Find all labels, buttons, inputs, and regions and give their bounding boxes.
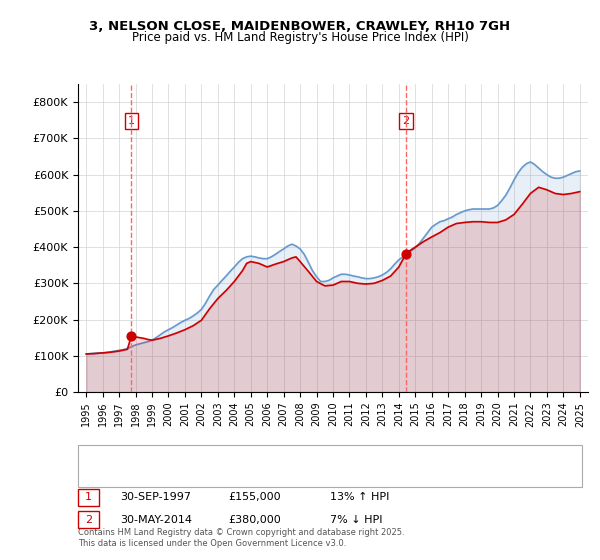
Text: 30-MAY-2014: 30-MAY-2014	[120, 515, 192, 525]
Text: 3, NELSON CLOSE, MAIDENBOWER, CRAWLEY, RH10 7GH (detached house): 3, NELSON CLOSE, MAIDENBOWER, CRAWLEY, R…	[114, 454, 482, 464]
Text: 1: 1	[128, 116, 135, 126]
Text: 30-SEP-1997: 30-SEP-1997	[120, 492, 191, 502]
Text: 13% ↑ HPI: 13% ↑ HPI	[330, 492, 389, 502]
Text: Price paid vs. HM Land Registry's House Price Index (HPI): Price paid vs. HM Land Registry's House …	[131, 31, 469, 44]
Text: 7% ↓ HPI: 7% ↓ HPI	[330, 515, 383, 525]
Text: 3, NELSON CLOSE, MAIDENBOWER, CRAWLEY, RH10 7GH: 3, NELSON CLOSE, MAIDENBOWER, CRAWLEY, R…	[89, 20, 511, 32]
Text: Contains HM Land Registry data © Crown copyright and database right 2025.
This d: Contains HM Land Registry data © Crown c…	[78, 528, 404, 548]
Text: 2: 2	[402, 116, 409, 126]
Text: 1: 1	[85, 492, 92, 502]
Text: £380,000: £380,000	[228, 515, 281, 525]
Text: —: —	[93, 470, 109, 485]
Point	[127, 332, 136, 340]
Text: £155,000: £155,000	[228, 492, 281, 502]
Point	[401, 250, 410, 259]
Text: 2: 2	[85, 515, 92, 525]
Text: HPI: Average price, detached house, Crawley: HPI: Average price, detached house, Craw…	[114, 473, 334, 483]
Text: —: —	[93, 452, 109, 466]
